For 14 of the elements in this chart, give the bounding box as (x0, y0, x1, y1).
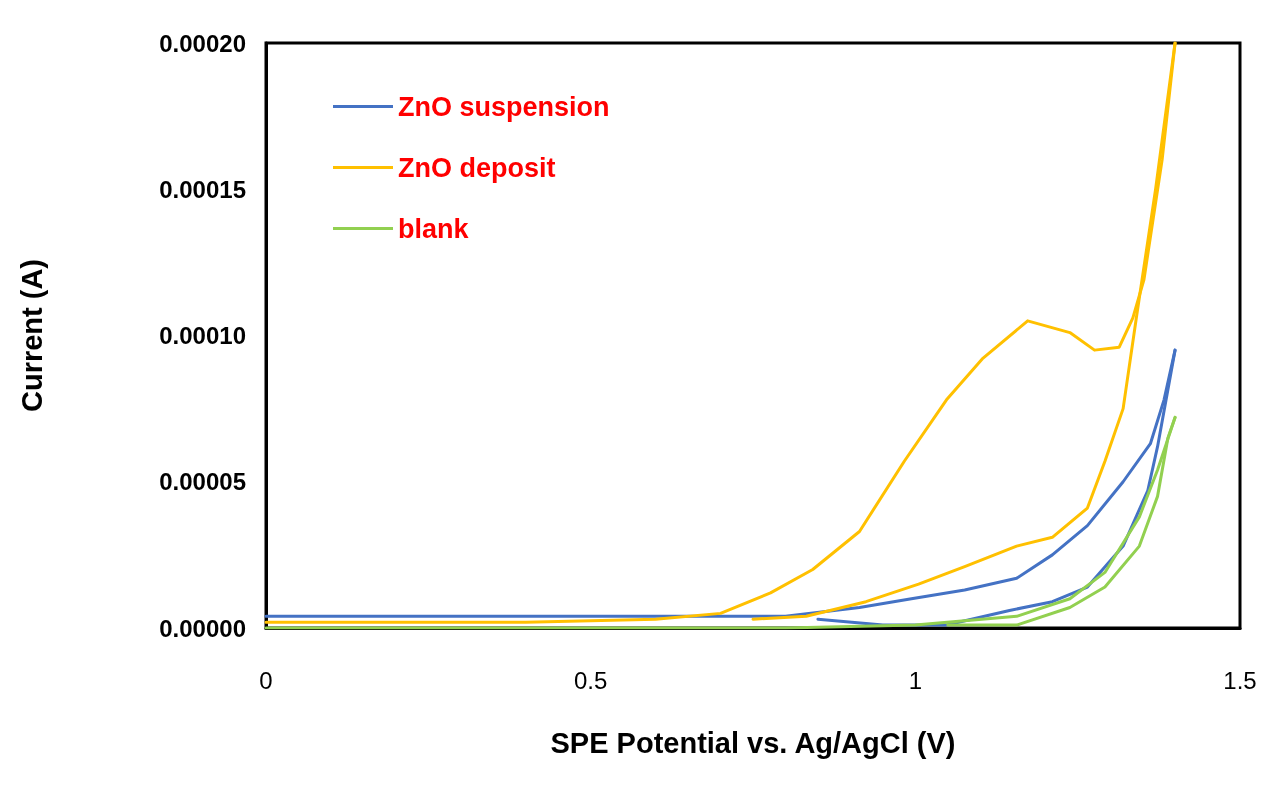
legend-label: blank (398, 213, 470, 244)
legend-label: ZnO deposit (398, 152, 556, 183)
x-axis-title: SPE Potential vs. Ag/AgCl (V) (550, 726, 956, 759)
y-tick-label: 0.00010 (159, 322, 246, 349)
y-tick-label: 0.00020 (159, 29, 246, 57)
y-tick-label: 0.00000 (159, 614, 246, 642)
y-axis-title: Current (A) (15, 258, 48, 413)
x-tick-label: 1.5 (1223, 666, 1257, 694)
y-tick-label: 0.00015 (159, 175, 246, 203)
x-tick-label: 0.5 (573, 666, 608, 694)
legend-label: ZnO suspension (398, 91, 610, 122)
y-tick-label: 0.00005 (159, 468, 246, 496)
x-tick-label: 1 (908, 666, 923, 694)
x-tick-label: 0 (259, 666, 273, 694)
